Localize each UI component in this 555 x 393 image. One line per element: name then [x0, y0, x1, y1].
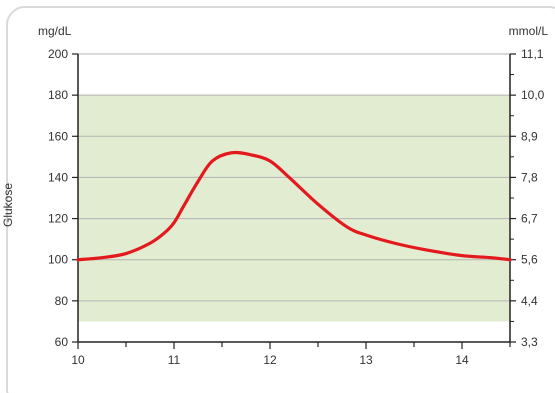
x-tick-label: 10	[71, 353, 85, 367]
right-tick-label: 7,8	[521, 170, 538, 184]
right-tick-label: 10,0	[521, 88, 545, 102]
chart-frame	[6, 6, 555, 393]
x-tick-label: 13	[359, 353, 373, 367]
y-tick-label: 180	[48, 88, 68, 102]
right-tick-label: 4,4	[521, 294, 538, 308]
glucose-curve	[76, 150, 512, 262]
y-tick-label: 140	[48, 170, 68, 184]
right-tick-label: 8,9	[521, 129, 538, 143]
y-tick-label: 100	[48, 253, 68, 267]
y-tick-label: 60	[55, 335, 69, 349]
target-range-band	[78, 95, 510, 322]
x-tick-label: 14	[455, 353, 469, 367]
y-tick-label: 160	[48, 129, 68, 143]
y-axis-title: Glukose	[1, 183, 15, 227]
x-tick-label: 11	[168, 353, 181, 367]
y-tick-label: 80	[55, 294, 69, 308]
y-tick-label: 120	[48, 212, 68, 226]
right-tick-label: 11,1	[521, 47, 544, 61]
right-tick-label: 3,3	[521, 335, 538, 349]
right-unit-label: mmol/L	[509, 24, 549, 38]
right-tick-label: 6,7	[521, 212, 538, 226]
y-tick-label: 200	[48, 47, 68, 61]
x-tick-label: 12	[263, 353, 277, 367]
left-unit-label: mg/dL	[38, 24, 72, 38]
right-tick-label: 5,6	[521, 253, 538, 267]
